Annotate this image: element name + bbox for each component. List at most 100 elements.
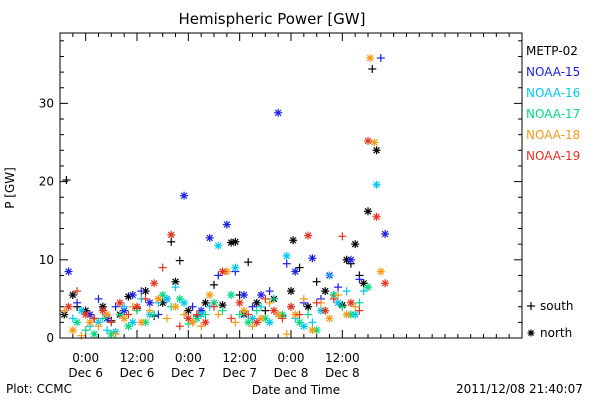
data-point-noaa-18 (214, 310, 223, 319)
legend-marker-north (527, 329, 535, 337)
data-point-noaa-19 (244, 310, 253, 319)
data-point-metp-02 (372, 146, 381, 155)
data-point-noaa-19 (81, 310, 90, 319)
plot-frame (59, 32, 523, 339)
x-tick-date-label: Dec 7 (222, 366, 257, 380)
data-point-noaa-16 (282, 251, 291, 260)
data-point-noaa-15 (214, 271, 223, 280)
x-tick-date-label: Dec 8 (274, 366, 309, 380)
data-point-noaa-17 (269, 294, 278, 303)
data-point-noaa-18 (308, 326, 317, 335)
data-point-noaa-15 (282, 259, 291, 268)
data-point-metp-02 (201, 298, 210, 307)
data-point-noaa-19 (98, 306, 107, 315)
data-point-noaa-18 (265, 298, 274, 307)
data-point-noaa-19 (175, 322, 184, 331)
legend-series-label: NOAA-15 (526, 65, 580, 79)
data-point-noaa-19 (287, 302, 295, 311)
data-point-noaa-16 (214, 241, 223, 250)
data-point-noaa-19 (372, 212, 381, 221)
data-point-noaa-15 (257, 290, 266, 299)
data-point-noaa-19 (150, 279, 159, 288)
data-point-noaa-18 (231, 318, 240, 327)
data-point-noaa-16 (372, 180, 381, 189)
data-point-noaa-19 (218, 267, 227, 276)
x-tick-date-label: Dec 8 (325, 366, 360, 380)
data-point-metp-02 (261, 306, 270, 315)
data-point-noaa-15 (334, 283, 343, 292)
data-point-noaa-18 (68, 326, 77, 335)
data-point-metp-02 (231, 237, 240, 246)
data-point-noaa-19 (90, 314, 99, 323)
data-point-noaa-17 (175, 294, 184, 303)
data-point-metp-02 (312, 277, 321, 286)
x-tick-time-label: 12:00 (222, 351, 257, 365)
data-point-metp-02 (167, 237, 176, 246)
data-point-metp-02 (68, 290, 77, 299)
data-point-noaa-15 (308, 254, 317, 263)
data-point-noaa-19 (184, 314, 193, 323)
data-point-noaa-18 (239, 306, 248, 315)
data-point-noaa-16 (342, 287, 351, 296)
data-point-noaa-17 (201, 310, 210, 319)
data-point-noaa-17 (364, 283, 372, 292)
data-point-noaa-18 (60, 306, 69, 315)
data-point-noaa-15 (180, 191, 189, 200)
y-tick-label: 0 (46, 331, 54, 345)
data-point-metp-02 (287, 287, 295, 296)
data-point-noaa-18 (351, 302, 360, 311)
x-tick-date-label: Dec 6 (68, 366, 103, 380)
chart-title: Hemispheric Power [GW] (179, 10, 366, 28)
y-tick-label: 10 (39, 253, 54, 267)
data-point-noaa-19 (133, 302, 141, 311)
x-tick-time-label: 0:00 (72, 351, 99, 365)
data-point-noaa-17 (150, 310, 159, 319)
data-point-noaa-15 (205, 233, 214, 242)
data-point-noaa-19 (338, 232, 347, 241)
data-point-metp-02 (351, 240, 360, 249)
x-tick-time-label: 12:00 (325, 351, 360, 365)
data-point-noaa-15 (128, 290, 137, 299)
data-point-noaa-17 (124, 322, 133, 331)
x-tick-time-label: 0:00 (278, 351, 305, 365)
data-point-noaa-18 (111, 330, 120, 339)
data-point-noaa-19 (192, 310, 201, 319)
data-point-noaa-18 (370, 138, 379, 147)
data-point-noaa-19 (73, 287, 82, 296)
data-point-noaa-15 (291, 267, 300, 276)
data-point-noaa-15 (265, 287, 274, 296)
data-point-metp-02 (289, 236, 298, 245)
data-point-noaa-15 (111, 302, 120, 311)
data-point-noaa-17 (115, 310, 124, 319)
data-point-noaa-16 (308, 318, 317, 327)
data-point-noaa-17 (90, 330, 99, 339)
data-point-noaa-19 (304, 231, 313, 240)
data-point-noaa-17 (355, 298, 364, 307)
data-point-noaa-15 (381, 229, 390, 238)
y-tick-label: 30 (39, 96, 54, 110)
data-point-noaa-19 (321, 306, 330, 315)
data-point-noaa-15 (188, 302, 197, 311)
data-point-noaa-15 (94, 294, 103, 303)
y-tick-label: 20 (39, 175, 54, 189)
y-axis-label: P [GW] (3, 167, 17, 209)
data-point-noaa-19 (355, 306, 364, 315)
data-point-noaa-19 (381, 279, 390, 288)
data-point-noaa-17 (98, 314, 107, 323)
data-point-noaa-17 (295, 318, 304, 327)
data-point-noaa-15 (346, 255, 355, 264)
data-point-noaa-16 (359, 287, 368, 296)
data-point-noaa-17 (227, 290, 236, 299)
data-point-metp-02 (368, 64, 377, 73)
data-point-noaa-19 (158, 263, 167, 272)
legend-marker-label: south (540, 299, 574, 313)
data-point-noaa-15 (248, 302, 257, 311)
data-point-noaa-16 (334, 298, 343, 307)
data-point-noaa-18 (145, 306, 154, 315)
data-point-noaa-16 (68, 314, 77, 323)
data-point-noaa-19 (64, 302, 73, 311)
data-points (60, 54, 390, 340)
data-point-noaa-18 (94, 322, 103, 331)
data-point-noaa-15 (239, 290, 248, 299)
data-point-metp-02 (304, 302, 313, 311)
